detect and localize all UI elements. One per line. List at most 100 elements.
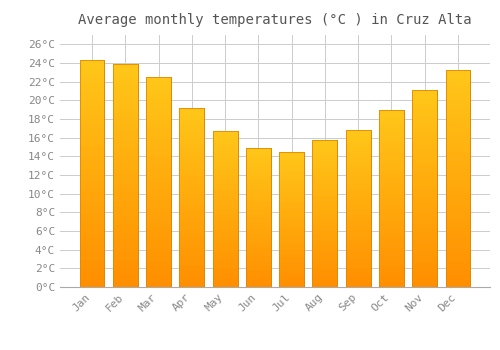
Bar [379,163,404,166]
Bar [446,244,470,248]
Bar [379,269,404,273]
Bar [412,189,437,192]
Bar [312,140,338,287]
Bar [346,237,370,240]
Bar [180,147,204,151]
Bar [412,271,437,275]
Bar [279,238,304,241]
Bar [412,126,437,130]
Bar [146,262,171,266]
Bar [146,94,171,98]
Bar [113,167,138,171]
Bar [146,245,171,249]
Bar [180,172,204,176]
Bar [446,187,470,192]
Bar [412,90,437,287]
Bar [212,262,238,265]
Bar [146,190,171,195]
Bar [180,108,204,287]
Bar [446,261,470,265]
Bar [279,279,304,282]
Bar [246,173,271,176]
Bar [212,228,238,231]
Bar [412,133,437,137]
Bar [113,86,138,91]
Bar [412,220,437,224]
Bar [180,158,204,162]
Bar [180,219,204,223]
Bar [412,90,437,287]
Bar [246,223,271,226]
Bar [379,184,404,188]
Bar [412,102,437,106]
Bar [346,259,370,262]
Bar [180,262,204,266]
Bar [346,209,370,212]
Bar [379,195,404,198]
Bar [312,205,338,208]
Bar [80,192,104,196]
Bar [113,140,138,144]
Bar [212,206,238,209]
Bar [346,140,370,143]
Bar [246,215,271,217]
Bar [146,106,171,111]
Bar [146,241,171,245]
Bar [180,129,204,133]
Bar [212,166,238,169]
Bar [412,208,437,212]
Bar [180,122,204,126]
Bar [212,215,238,218]
Bar [412,204,437,208]
Bar [246,231,271,234]
Bar [346,152,370,155]
Bar [212,159,238,162]
Bar [279,170,304,173]
Bar [212,134,238,137]
Bar [180,119,204,122]
Bar [312,219,338,223]
Bar [379,156,404,159]
Bar [412,279,437,283]
Bar [146,195,171,199]
Bar [279,157,304,160]
Bar [212,144,238,147]
Bar [312,229,338,231]
Bar [279,152,304,287]
Bar [113,104,138,108]
Bar [146,85,171,90]
Bar [279,262,304,265]
Bar [312,266,338,270]
Bar [113,256,138,260]
Bar [180,194,204,197]
Bar [113,64,138,287]
Bar [346,224,370,228]
Bar [379,152,404,156]
Bar [146,169,171,174]
Bar [212,284,238,287]
Bar [146,249,171,253]
Bar [212,212,238,215]
Bar [446,148,470,153]
Bar [312,278,338,281]
Bar [80,215,104,219]
Bar [113,108,138,113]
Bar [80,160,104,164]
Bar [146,157,171,161]
Bar [346,177,370,180]
Bar [180,255,204,258]
Bar [279,165,304,168]
Bar [312,264,338,266]
Bar [113,100,138,104]
Bar [379,127,404,131]
Bar [312,149,338,152]
Bar [346,212,370,215]
Bar [180,111,204,115]
Bar [80,228,104,232]
Bar [113,184,138,189]
Bar [113,95,138,100]
Bar [180,126,204,129]
Bar [412,228,437,232]
Bar [346,199,370,202]
Bar [180,266,204,269]
